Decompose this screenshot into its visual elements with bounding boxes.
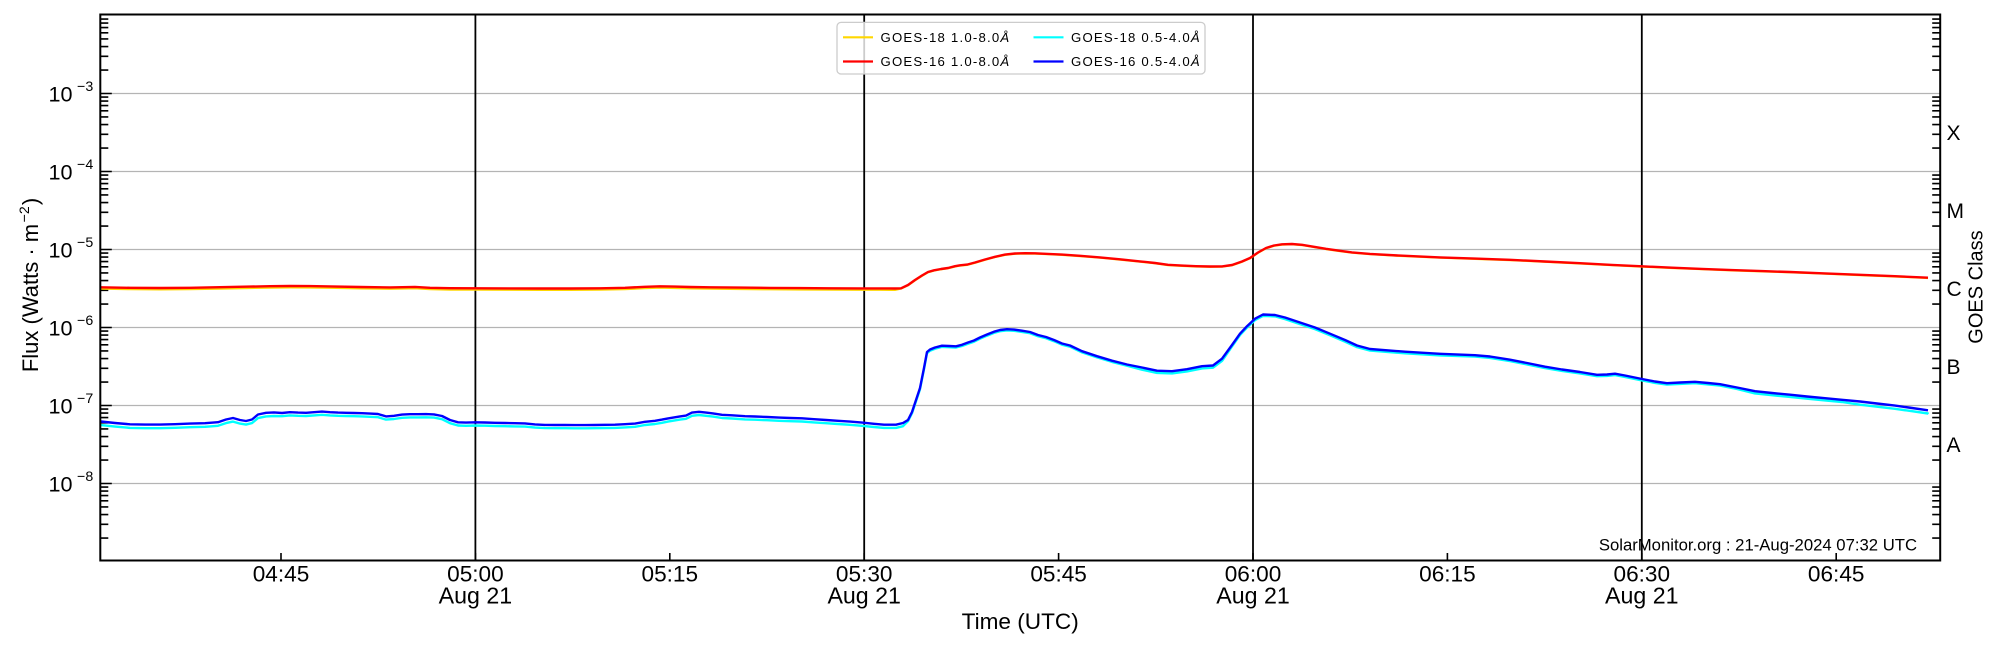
svg-text:X: X xyxy=(1947,122,1961,145)
svg-text:04:45: 04:45 xyxy=(253,562,310,587)
svg-text:Aug 21: Aug 21 xyxy=(1605,583,1679,609)
svg-text:10−8: 10 −8 xyxy=(49,469,94,497)
svg-text:C: C xyxy=(1947,278,1962,301)
svg-text:GOES-16 0.5-4.0Å: GOES-16 0.5-4.0Å xyxy=(1071,54,1201,69)
svg-text:06:45: 06:45 xyxy=(1808,562,1865,587)
svg-text:06:00: 06:00 xyxy=(1225,562,1282,587)
svg-text:B: B xyxy=(1947,356,1961,379)
svg-text:A: A xyxy=(1947,434,1961,457)
svg-text:Aug 21: Aug 21 xyxy=(439,583,513,609)
svg-text:Time (UTC): Time (UTC) xyxy=(962,609,1079,634)
svg-text:10−3: 10 −3 xyxy=(49,79,94,107)
svg-text:Aug 21: Aug 21 xyxy=(827,583,901,609)
svg-text:SolarMonitor.org : 21-Aug-2024: SolarMonitor.org : 21-Aug-2024 07:32 UTC xyxy=(1599,536,1917,555)
svg-text:Flux (Watts · m−2): Flux (Watts · m−2) xyxy=(17,198,43,372)
svg-text:05:30: 05:30 xyxy=(836,562,893,587)
svg-text:GOES Class: GOES Class xyxy=(1966,230,1988,343)
svg-text:10−7: 10 −7 xyxy=(49,391,94,419)
svg-text:05:45: 05:45 xyxy=(1030,562,1087,587)
svg-text:05:15: 05:15 xyxy=(642,562,699,587)
svg-text:05:00: 05:00 xyxy=(447,562,504,587)
svg-text:06:30: 06:30 xyxy=(1614,562,1671,587)
svg-text:Aug 21: Aug 21 xyxy=(1216,583,1290,609)
svg-text:GOES-16 1.0-8.0Å: GOES-16 1.0-8.0Å xyxy=(881,54,1011,69)
svg-text:M: M xyxy=(1947,200,1965,223)
svg-text:06:15: 06:15 xyxy=(1419,562,1476,587)
svg-text:GOES-18 1.0-8.0Å: GOES-18 1.0-8.0Å xyxy=(881,30,1011,45)
svg-text:GOES-18 0.5-4.0Å: GOES-18 0.5-4.0Å xyxy=(1071,30,1201,45)
